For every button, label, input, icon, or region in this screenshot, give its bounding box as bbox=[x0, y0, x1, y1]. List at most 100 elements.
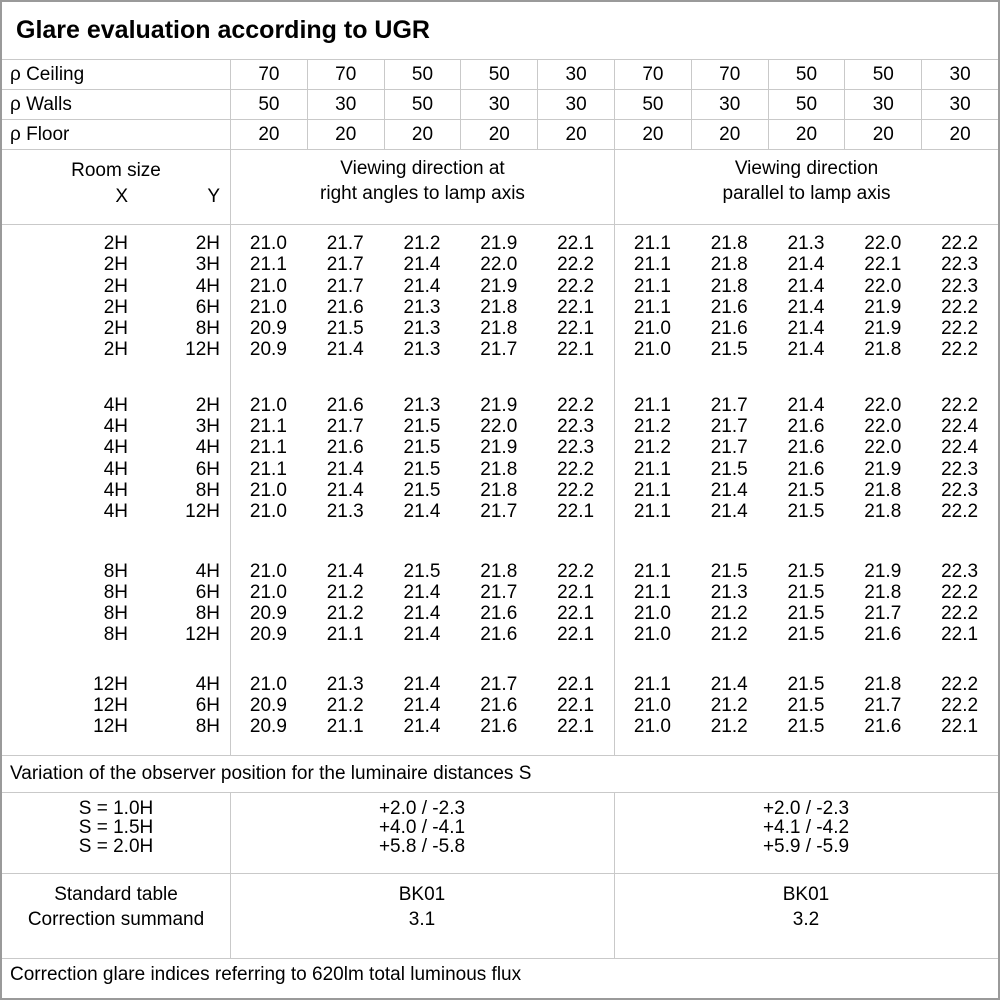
viewing-direction-right-angles-line2: right angles to lamp axis bbox=[320, 183, 525, 204]
reflectance-value-cell: 30 bbox=[844, 90, 921, 119]
ugr-value-cell: 21.5 bbox=[787, 716, 825, 738]
ugr-value-cell: 21.5 bbox=[787, 673, 825, 695]
reflectance-value-cell: 20 bbox=[614, 120, 691, 149]
luminaire-distance-label: S = 2.0H bbox=[78, 836, 154, 857]
room-size-x-value: 4H bbox=[103, 479, 128, 501]
ugr-value-cell: 21.0 bbox=[633, 339, 671, 361]
ugr-value-cell: 22.2 bbox=[557, 275, 595, 297]
ugr-value-cell: 21.2 bbox=[403, 233, 441, 254]
ugr-block: 12H 4H 21.0 21.3 21.4 21.7 22.1 21.1 21.4 21.5 21.… bbox=[2, 674, 998, 738]
ugr-value-cell: 21.4 bbox=[403, 603, 441, 625]
ugr-value-cell: 22.1 bbox=[864, 254, 902, 276]
reflectance-value-cell: 70 bbox=[230, 60, 307, 89]
y-axis-label: Y bbox=[207, 186, 220, 207]
room-size-y-value: 8H bbox=[195, 479, 220, 501]
ugr-value-cell: 21.5 bbox=[403, 416, 441, 438]
column-divider-room-size bbox=[230, 793, 231, 873]
ugr-value-cell: 21.6 bbox=[864, 624, 902, 646]
room-size-label: Room size bbox=[71, 160, 161, 181]
observer-variation-row: S = 2.0H +5.8 / -5.8 +5.9 / -5.9 bbox=[2, 837, 998, 856]
ugr-value-cell: 21.2 bbox=[326, 603, 364, 625]
ugr-value-cell: 21.4 bbox=[326, 560, 364, 582]
room-size-xy-labels: X Y bbox=[2, 184, 230, 210]
ugr-value-cell: 21.1 bbox=[249, 416, 287, 438]
room-size-x-value: 2H bbox=[103, 233, 128, 254]
reflectance-value-cell: 50 bbox=[844, 60, 921, 89]
ugr-block: 8H 4H 21.0 21.4 21.5 21.8 22.2 21.1 21.5 21.5 21.9… bbox=[2, 561, 998, 646]
ugr-value-cell: 22.4 bbox=[941, 416, 979, 438]
room-size-x-value: 4H bbox=[103, 458, 128, 480]
viewing-direction-parallel-line2: parallel to lamp axis bbox=[722, 183, 891, 204]
reflectance-value-cell: 30 bbox=[921, 90, 998, 119]
reflectance-value-cell: 50 bbox=[383, 60, 461, 89]
ugr-value-cell: 21.1 bbox=[633, 458, 671, 480]
table-row: 4H 12H 21.0 21.3 21.4 21.7 22.1 21.1 21.4 21.5 21.… bbox=[2, 501, 998, 522]
room-size-y-value: 12H bbox=[185, 339, 220, 361]
summary-row: Standard table BK01 BK01 bbox=[2, 882, 998, 907]
table-row: 4H 3H 21.1 21.7 21.5 22.0 22.3 21.2 21.7 21.6 22.0… bbox=[2, 416, 998, 437]
reflectance-value-cell: 30 bbox=[921, 60, 998, 89]
ugr-value-cell: 22.1 bbox=[557, 233, 595, 254]
ugr-value-cell: 21.1 bbox=[249, 458, 287, 480]
ugr-value-cell: 22.0 bbox=[480, 416, 518, 438]
ugr-value-cell: 21.8 bbox=[864, 501, 902, 523]
table-row: 2H 2H 21.0 21.7 21.2 21.9 22.1 21.1 21.8 21.3 22.0… bbox=[2, 233, 998, 254]
ugr-value-cell: 22.4 bbox=[941, 437, 979, 459]
ugr-value-cell: 22.2 bbox=[941, 318, 979, 340]
ugr-value-cell: 20.9 bbox=[249, 318, 287, 340]
ugr-value-cell: 21.5 bbox=[787, 695, 825, 717]
reflectance-value-cell: 20 bbox=[537, 120, 614, 149]
summary-row: Correction summand 3.1 3.2 bbox=[2, 907, 998, 932]
ugr-block: 2H 2H 21.0 21.7 21.2 21.9 22.1 21.1 21.8 21.3 22.0… bbox=[2, 233, 998, 361]
ugr-value-cell: 22.1 bbox=[557, 318, 595, 340]
ugr-value-cell: 21.5 bbox=[787, 479, 825, 501]
ugr-value-cell: 21.3 bbox=[787, 233, 825, 254]
ugr-value-cell: 22.2 bbox=[941, 695, 979, 717]
ugr-value-cell: 22.0 bbox=[480, 254, 518, 276]
table-row: 2H 8H 20.9 21.5 21.3 21.8 22.1 21.0 21.6 21.4 21.9… bbox=[2, 318, 998, 339]
standard-table-summary: Standard table BK01 BK01 Correction summand… bbox=[2, 874, 998, 959]
ugr-value-cell: 21.5 bbox=[787, 560, 825, 582]
table-row: 8H 8H 20.9 21.2 21.4 21.6 22.1 21.0 21.2 21.5 21.7… bbox=[2, 603, 998, 624]
reflectance-row: ρ Walls 50 30 50 30 30 50 30 50 30 30 bbox=[2, 90, 998, 120]
ugr-value-cell: 21.0 bbox=[633, 603, 671, 625]
ugr-value-cell: 21.4 bbox=[710, 479, 748, 501]
ugr-value-cell: 21.5 bbox=[403, 458, 441, 480]
reflectance-value-cell: 30 bbox=[537, 90, 614, 119]
ugr-value-cell: 22.1 bbox=[557, 339, 595, 361]
ugr-value-cell: 21.7 bbox=[480, 339, 518, 361]
room-size-y-value: 6H bbox=[195, 296, 220, 318]
ugr-value-cell: 21.4 bbox=[403, 275, 441, 297]
ugr-value-cell: 21.0 bbox=[249, 479, 287, 501]
reflectance-value-cell: 50 bbox=[460, 60, 537, 89]
room-size-y-value: 4H bbox=[195, 560, 220, 582]
table-row: 12H 8H 20.9 21.1 21.4 21.6 22.1 21.0 21.2 21.5 21.… bbox=[2, 716, 998, 737]
ugr-value-cell: 22.1 bbox=[941, 716, 979, 738]
luminaire-distance-label: S = 1.0H bbox=[78, 798, 154, 819]
reflectance-value-cell: 20 bbox=[460, 120, 537, 149]
ugr-value-cell: 21.5 bbox=[710, 560, 748, 582]
ugr-value-cell: 21.4 bbox=[787, 394, 825, 416]
room-size-y-value: 4H bbox=[195, 437, 220, 459]
ugr-value-cell: 21.1 bbox=[633, 560, 671, 582]
ugr-value-cell: 21.9 bbox=[480, 233, 518, 254]
ugr-value-cell: 21.7 bbox=[480, 501, 518, 523]
ugr-value-cell: 22.1 bbox=[557, 624, 595, 646]
column-divider-room-size bbox=[230, 874, 231, 958]
room-size-header: Room size X Y bbox=[2, 150, 230, 224]
reflectance-value-cell: 50 bbox=[614, 90, 691, 119]
ugr-value-cell: 22.1 bbox=[941, 624, 979, 646]
observer-variation-row: S = 1.0H +2.0 / -2.3 +2.0 / -2.3 bbox=[2, 799, 998, 818]
room-size-y-value: 12H bbox=[185, 624, 220, 646]
room-size-header-row: Room size X Y Viewing direction at right… bbox=[2, 150, 998, 225]
table-row: 4H 8H 21.0 21.4 21.5 21.8 22.2 21.1 21.4 21.5 21.8… bbox=[2, 480, 998, 501]
ugr-value-cell: 21.9 bbox=[864, 318, 902, 340]
ugr-value-cell: 21.9 bbox=[864, 296, 902, 318]
ugr-value-cell: 21.1 bbox=[326, 624, 364, 646]
reflectance-value-cell: 50 bbox=[230, 90, 307, 119]
ugr-value-cell: 21.0 bbox=[249, 233, 287, 254]
reflectance-row-label: ρ Floor bbox=[10, 123, 70, 145]
ugr-value-cell: 21.4 bbox=[787, 296, 825, 318]
room-size-x-value: 2H bbox=[103, 275, 128, 297]
column-divider-room-size bbox=[230, 225, 231, 755]
